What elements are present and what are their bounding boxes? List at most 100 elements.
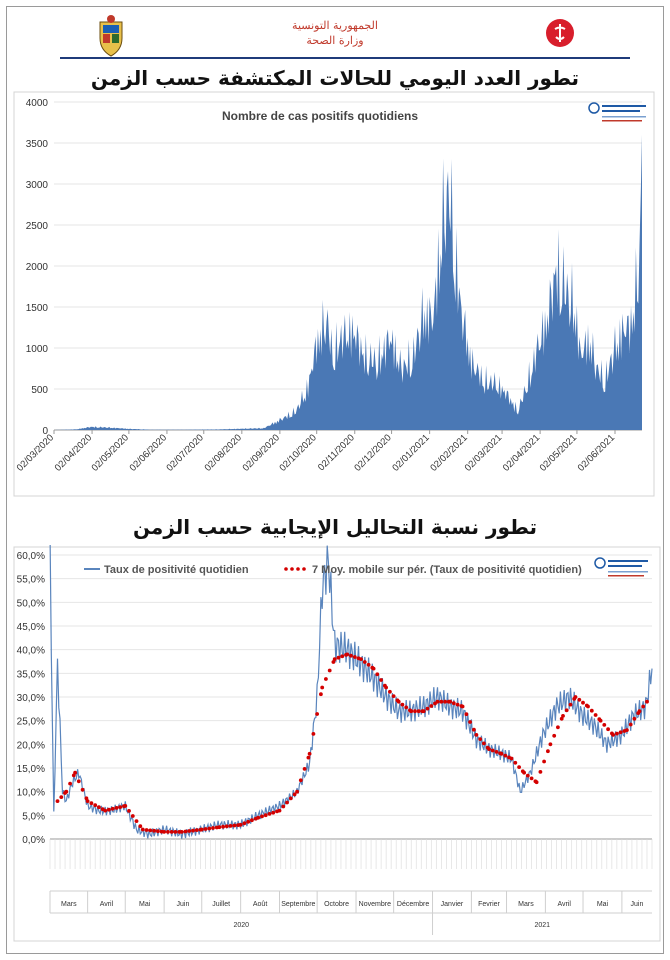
moving-average-dot [478, 737, 483, 741]
chart1-inner-title: Nombre de cas positifs quotidiens [222, 109, 418, 123]
moving-average-dot [134, 819, 139, 823]
republic-text: الجمهورية التونسية [292, 19, 378, 32]
moving-average-dot [460, 704, 465, 709]
legend-dot [290, 567, 294, 571]
moving-average-dot [169, 830, 174, 834]
moving-average-dot [359, 657, 363, 661]
moving-average-dot [277, 808, 282, 813]
moving-average-dot [559, 716, 564, 721]
chart2-arabic-title: تطور نسبة التحاليل الإيجابية حسب الزمن [132, 515, 538, 539]
moving-average-dot [144, 828, 149, 832]
moving-average-dot [586, 704, 590, 709]
moving-average-dot [148, 828, 153, 833]
moving-average-dot [618, 730, 623, 735]
moving-average-dot [173, 830, 178, 834]
chart2-legend: Taux de positivité quotidien 7 Moy. mobi… [84, 564, 582, 576]
moving-average-dot [85, 799, 90, 803]
ministry-text: وزارة الصحة [306, 34, 364, 47]
moving-average-dot [568, 702, 573, 707]
moving-average-dot [331, 660, 336, 664]
moving-average-dot [221, 824, 226, 829]
moving-average-dot [421, 709, 426, 714]
legend-series-1: Taux de positivité quotidien [104, 564, 249, 576]
ministry-header: الجمهورية التونسية وزارة الصحة [0, 18, 670, 48]
month-label: Janvier [441, 901, 464, 908]
header-rule [60, 57, 630, 59]
moving-average-dot [556, 725, 560, 730]
positivity-rate-chart: 0,0% 5,0% 10,0% 15,0% 20,0% 25,0% 30,0% 35,0% 40… [13, 545, 661, 942]
moving-average-dot [503, 753, 508, 758]
moving-average-dot [468, 720, 472, 724]
moving-average-dot [388, 689, 392, 694]
moving-average-dot [238, 822, 243, 827]
moving-average-dot [295, 789, 299, 794]
moving-average-dot [598, 718, 603, 723]
month-label: Octobre [324, 901, 349, 908]
moving-average-dot [285, 800, 289, 805]
moving-average-dot [641, 704, 646, 709]
moving-average-dot [203, 827, 208, 831]
legend-dot [302, 567, 306, 571]
y-tick-label: 55,0% [17, 575, 45, 586]
month-label: Mars [61, 901, 77, 908]
moving-average-dot [76, 779, 81, 784]
x-tick-label: 02/01/2021 [390, 432, 431, 473]
moving-average-dot [162, 830, 167, 834]
chart1-arabic-title: تطور العدد اليومي للحالات المكتشفة حسب ا… [90, 66, 580, 90]
moving-average-dot [114, 806, 119, 810]
observatory-logo-icon [588, 102, 646, 122]
moving-average-dot [371, 666, 376, 671]
moving-average-dot [611, 733, 615, 737]
moving-average-dot [561, 714, 565, 718]
moving-average-dot [366, 662, 371, 667]
moving-average-dot [513, 760, 518, 765]
moving-average-dot [602, 723, 607, 727]
moving-average-dot [298, 778, 303, 783]
x-tick-label: 02/11/2020 [316, 432, 357, 473]
x-tick-label: 02/06/2020 [128, 432, 169, 473]
y-tick-label: 10,0% [17, 788, 45, 799]
moving-average-dot [379, 678, 383, 682]
y-tick-label: 500 [31, 385, 48, 396]
moving-average-dot [509, 756, 514, 761]
y-tick-label: 35,0% [17, 669, 45, 680]
moving-average-dot [260, 814, 264, 819]
month-label: Août [253, 901, 267, 908]
moving-average-dot [271, 810, 276, 815]
chart1-plot-border [13, 91, 655, 497]
moving-average-dot [336, 655, 341, 660]
moving-average-dot [472, 727, 476, 732]
month-label: Mai [139, 901, 151, 908]
moving-average-dot [490, 748, 495, 753]
moving-average-dot [548, 742, 553, 747]
x-tick-label: 02/07/2020 [164, 432, 205, 473]
year-label: 2020 [233, 922, 249, 929]
x-tick-label: 02/09/2020 [241, 432, 282, 473]
y-tick-label: 20,0% [17, 740, 45, 751]
moving-average-dot [538, 770, 543, 774]
moving-average-dot [194, 828, 199, 832]
moving-average-dot [435, 699, 440, 704]
moving-average-dot [123, 804, 128, 808]
moving-average-dot [552, 733, 557, 738]
moving-average-dot [606, 727, 610, 732]
moving-average-dot [211, 826, 215, 830]
moving-average-dot [400, 702, 405, 707]
moving-average-dot [64, 789, 69, 794]
month-label: Juillet [212, 901, 230, 908]
y-tick-label: 1000 [26, 344, 49, 355]
tunisia-coat-of-arms-icon [99, 15, 123, 57]
moving-average-dot [118, 805, 123, 809]
month-label: Septembre [281, 901, 315, 908]
moving-average-dot [632, 716, 637, 721]
x-tick-label: 02/12/2020 [352, 432, 393, 473]
x-tick-label: 02/03/2020 [15, 432, 56, 473]
moving-average-dot [107, 807, 111, 812]
observatory-logo-icon [594, 557, 648, 577]
moving-average-dot [281, 804, 286, 809]
moving-average-dot [474, 733, 479, 737]
y-tick-label: 25,0% [17, 717, 45, 728]
moving-average-dot [319, 692, 323, 697]
moving-average-dot [409, 709, 414, 714]
month-label: Avril [100, 901, 114, 908]
